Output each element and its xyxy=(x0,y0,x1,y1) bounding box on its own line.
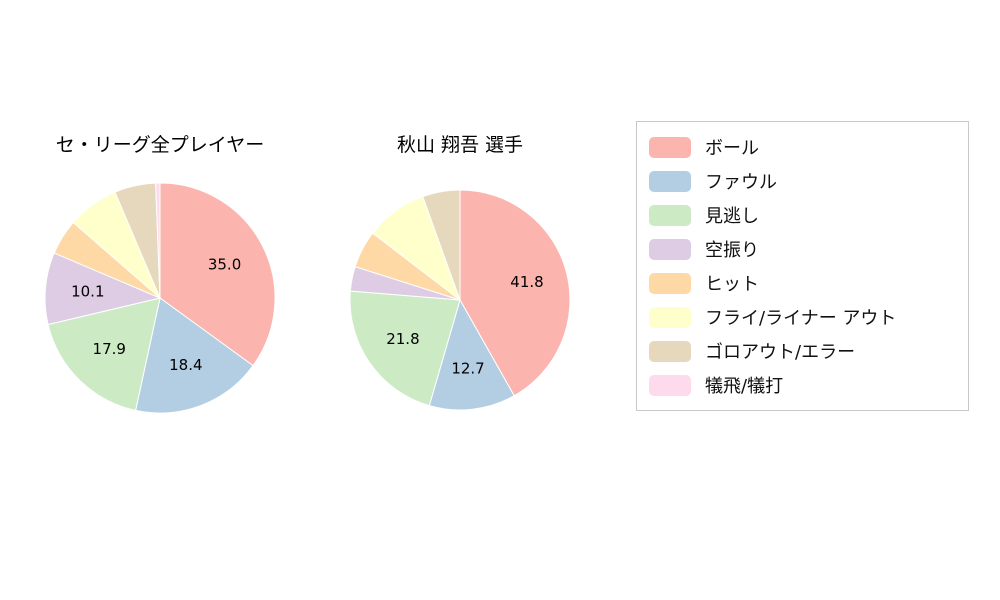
legend-label-swinging-strike: 空振り xyxy=(705,240,759,261)
legend-label-ball: ボール xyxy=(705,138,759,159)
chart-title-league-all-players: セ・リーグ全プレイヤー xyxy=(55,134,265,156)
legend-label-ground-out-error: ゴロアウト/エラー xyxy=(705,342,856,363)
legend-item-swinging-strike: 空振り xyxy=(649,236,958,262)
legend-swatch-hit xyxy=(649,272,691,294)
legend-swatch-ball xyxy=(649,136,691,158)
pie-value-label-called-strike: 21.8 xyxy=(386,330,419,348)
chart-title-akiyama-shogo: 秋山 翔吾 選手 xyxy=(396,134,524,156)
legend-item-ball: ボール xyxy=(649,134,958,160)
legend-item-sac-fly-bunt: 犠飛/犠打 xyxy=(649,372,958,398)
legend: ボールファウル見逃し空振りヒットフライ/ライナー アウト ゴロアウト/エラー 犠飛/… xyxy=(636,121,969,411)
legend-item-hit: ヒット xyxy=(649,270,958,296)
pie-value-label-called-strike: 17.9 xyxy=(93,340,126,358)
pie-slice-ball xyxy=(159,182,276,367)
legend-item-called-strike: 見逃し xyxy=(649,202,958,228)
pie-slice-sac-fly-bunt xyxy=(155,182,161,299)
legend-item-ground-out-error: ゴロアウト/エラー xyxy=(649,338,958,364)
pie-slice-foul xyxy=(428,298,515,411)
pie-slice-called-strike xyxy=(47,297,161,411)
pie-value-label-foul: 18.4 xyxy=(169,356,202,374)
legend-item-foul: ファウル xyxy=(649,168,958,194)
legend-swatch-swinging-strike xyxy=(649,238,691,260)
legend-label-fly-liner-out: フライ/ライナー アウト xyxy=(705,308,897,329)
pie-slice-called-strike xyxy=(349,290,461,407)
pie-slice-ground-out-error xyxy=(422,189,461,301)
pie-value-label-foul: 12.7 xyxy=(451,359,484,377)
pie-chart-akiyama-shogo: 41.8 12.7 21.8 xyxy=(349,189,571,411)
pie-value-label-swinging-strike: 10.1 xyxy=(71,282,104,300)
legend-swatch-ground-out-error xyxy=(649,340,691,362)
pie-value-label-ball: 41.8 xyxy=(510,273,543,291)
pie-value-label-ball: 35.0 xyxy=(208,256,241,274)
pie-slice-swinging-strike xyxy=(44,252,162,326)
pie-slice-foul xyxy=(135,297,254,414)
legend-swatch-fly-liner-out xyxy=(649,306,691,328)
legend-item-fly-liner-out: フライ/ライナー アウト xyxy=(649,304,958,330)
legend-label-sac-fly-bunt: 犠飛/犠打 xyxy=(705,376,784,397)
legend-label-hit: ヒット xyxy=(705,274,759,295)
legend-label-called-strike: 見逃し xyxy=(705,206,759,227)
legend-swatch-called-strike xyxy=(649,204,691,226)
legend-label-foul: ファウル xyxy=(705,172,777,193)
legend-swatch-sac-fly-bunt xyxy=(649,374,691,396)
legend-swatch-foul xyxy=(649,170,691,192)
pie-chart-league-all-players: 35.0 18.4 17.9 10.1 xyxy=(44,182,276,414)
pie-slice-ball xyxy=(459,189,571,397)
